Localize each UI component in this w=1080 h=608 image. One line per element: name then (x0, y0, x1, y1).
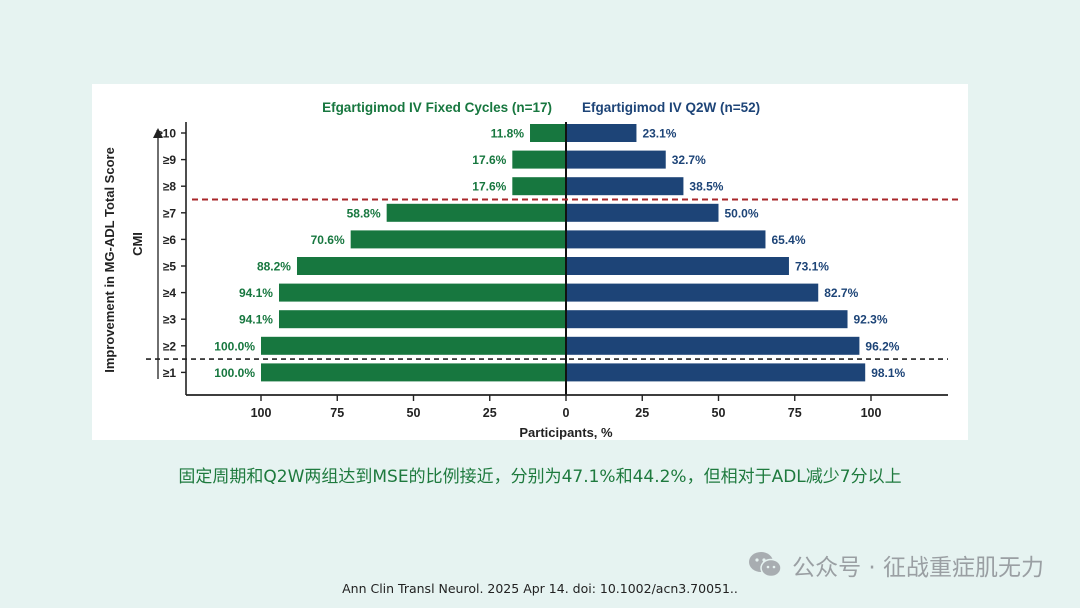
data-label-left-10: 100.0% (214, 366, 255, 380)
data-label-right-4: 50.0% (725, 206, 759, 220)
bar-right-10 (566, 363, 866, 382)
caption: 固定周期和Q2W两组达到MSE的比例接近，分别为47.1%和44.2%，但相对于… (178, 467, 902, 487)
data-label-left-3: 17.6% (472, 180, 506, 194)
y-tick-label-3: ≥8 (163, 180, 177, 194)
data-label-left-2: 17.6% (472, 153, 506, 167)
data-label-left-5: 70.6% (311, 233, 345, 247)
x-tick-label-4: 25 (483, 406, 497, 420)
x-tick-label-7: 50 (712, 406, 726, 420)
bar-left-3 (512, 177, 566, 196)
bar-left-7 (278, 283, 566, 302)
bar-right-1 (566, 124, 637, 142)
legend-right-series: Efgartigimod IV Q2W (n=52) (582, 100, 760, 115)
x-tick-label-1: 100 (251, 406, 272, 420)
y-tick-label-9: ≥2 (163, 339, 177, 353)
cmi-arrow-head (153, 128, 163, 138)
data-label-left-6: 88.2% (257, 260, 291, 274)
data-label-left-7: 94.1% (239, 286, 273, 300)
bar-left-4 (386, 203, 566, 222)
x-axis-title: Participants, % (519, 425, 613, 440)
bar-left-9 (261, 336, 566, 355)
x-tick-label-8: 75 (788, 406, 802, 420)
watermark-text: 公众号 · 征战重症肌无力 (792, 555, 1044, 581)
data-label-right-1: 23.1% (642, 127, 676, 141)
legend-left-series: Efgartigimod IV Fixed Cycles (n=17) (322, 100, 552, 115)
bar-right-3 (566, 177, 684, 196)
x-tick-label-9: 100 (861, 406, 882, 420)
data-label-left-9: 100.0% (214, 339, 255, 353)
bar-left-1 (530, 124, 566, 142)
x-tick-label-3: 50 (407, 406, 421, 420)
watermark: 公众号 · 征战重症肌无力 (748, 548, 1044, 582)
x-tick-label-5: 0 (563, 406, 570, 420)
bar-left-6 (296, 257, 566, 275)
bar-left-2 (512, 150, 566, 169)
data-label-right-3: 38.5% (689, 180, 723, 194)
y-tick-label-2: ≥9 (163, 153, 177, 167)
data-label-right-5: 65.4% (771, 233, 805, 247)
data-label-left-1: 11.8% (491, 127, 525, 141)
data-label-right-7: 82.7% (824, 286, 858, 300)
y-axis-title: Improvement in MG-ADL Total Score (102, 147, 117, 373)
y-tick-label-7: ≥4 (163, 286, 177, 300)
y-tick-label-6: ≥5 (163, 260, 177, 274)
data-label-left-8: 94.1% (239, 313, 273, 327)
y-tick-label-4: ≥7 (163, 206, 177, 220)
bar-left-10 (261, 363, 566, 382)
data-label-right-6: 73.1% (795, 260, 829, 274)
bar-right-2 (566, 150, 666, 169)
bar-left-8 (278, 310, 566, 329)
y-tick-label-10: ≥1 (163, 366, 177, 380)
bar-right-4 (566, 203, 719, 222)
citation: Ann Clin Transl Neurol. 2025 Apr 14. doi… (342, 581, 738, 596)
butterfly-bar-chart: Efgartigimod IV Fixed Cycles (n=17) Efgar… (102, 100, 958, 440)
x-tick-label-2: 75 (330, 406, 344, 420)
wechat-icon (749, 552, 782, 578)
data-label-left-4: 58.8% (347, 206, 381, 220)
bar-right-8 (566, 310, 848, 329)
y-tick-label-8: ≥3 (163, 313, 177, 327)
chart-card: Efgartigimod IV Fixed Cycles (n=17) Efgar… (92, 84, 968, 440)
cmi-label: CMI (130, 232, 145, 256)
y-tick-label-5: ≥6 (163, 233, 177, 247)
bar-right-5 (566, 230, 766, 249)
bar-right-6 (566, 257, 789, 275)
bar-left-5 (350, 230, 566, 249)
data-label-right-9: 96.2% (865, 339, 899, 353)
data-label-right-10: 98.1% (871, 366, 905, 380)
bar-right-9 (566, 336, 860, 355)
data-label-right-8: 92.3% (854, 313, 888, 327)
data-label-right-2: 32.7% (672, 153, 706, 167)
x-tick-label-6: 25 (635, 406, 649, 420)
bar-right-7 (566, 283, 819, 302)
